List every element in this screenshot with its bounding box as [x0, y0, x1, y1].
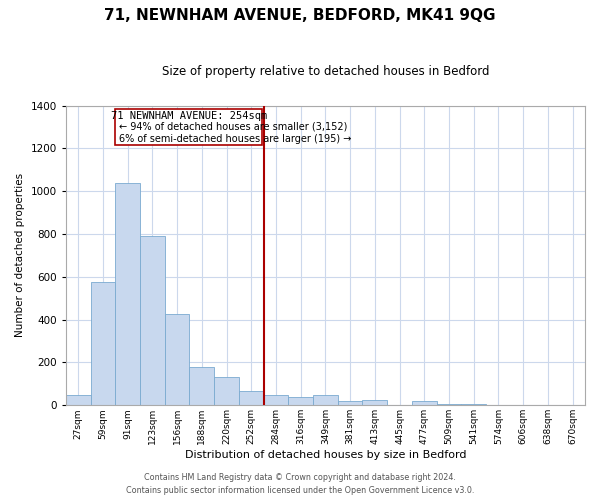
Title: Size of property relative to detached houses in Bedford: Size of property relative to detached ho…	[161, 65, 489, 78]
Text: ← 94% of detached houses are smaller (3,152): ← 94% of detached houses are smaller (3,…	[119, 122, 347, 132]
Y-axis label: Number of detached properties: Number of detached properties	[15, 174, 25, 338]
Text: 6% of semi-detached houses are larger (195) →: 6% of semi-detached houses are larger (1…	[119, 134, 352, 143]
Bar	[263, 394, 289, 406]
X-axis label: Distribution of detached houses by size in Bedford: Distribution of detached houses by size …	[185, 450, 466, 460]
Text: 71, NEWNHAM AVENUE, BEDFORD, MK41 9QG: 71, NEWNHAM AVENUE, BEDFORD, MK41 9QG	[104, 8, 496, 22]
Bar	[190, 367, 214, 406]
Bar	[289, 396, 313, 406]
Bar	[239, 392, 263, 406]
Bar	[165, 314, 190, 406]
Bar	[115, 109, 262, 145]
Text: 71 NEWNHAM AVENUE: 254sqm: 71 NEWNHAM AVENUE: 254sqm	[111, 112, 267, 122]
Bar	[437, 404, 461, 406]
Bar	[115, 182, 140, 406]
Bar	[91, 282, 115, 406]
Bar	[214, 378, 239, 406]
Bar	[140, 236, 165, 406]
Bar	[461, 404, 486, 406]
Bar	[412, 402, 437, 406]
Bar	[338, 401, 362, 406]
Bar	[313, 395, 338, 406]
Text: Contains HM Land Registry data © Crown copyright and database right 2024.
Contai: Contains HM Land Registry data © Crown c…	[126, 474, 474, 495]
Bar	[66, 394, 91, 406]
Bar	[362, 400, 387, 406]
